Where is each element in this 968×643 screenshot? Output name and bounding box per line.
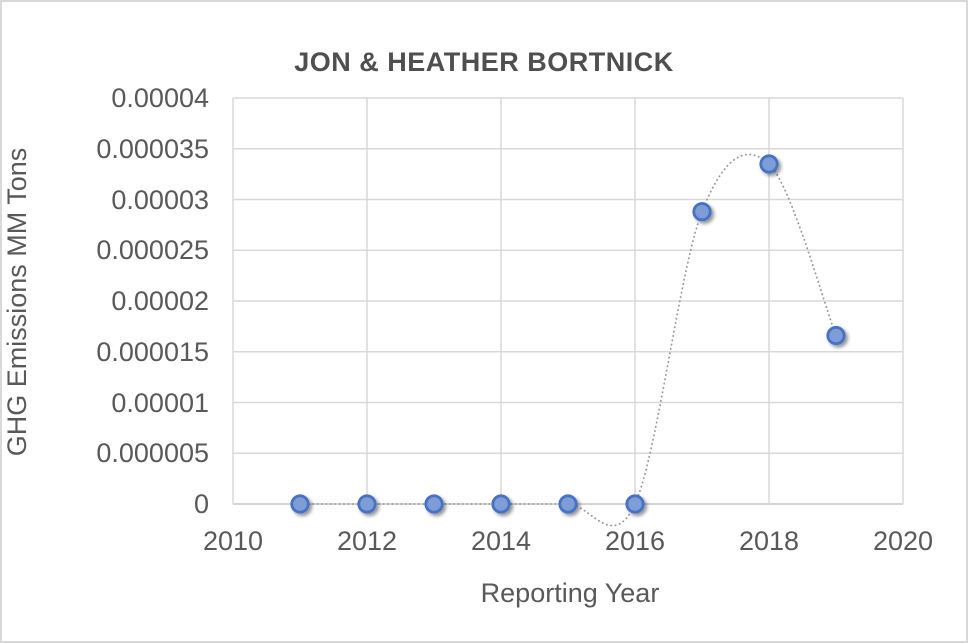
data-points — [290, 154, 846, 514]
x-tick-label: 2016 — [604, 526, 666, 556]
y-axis-title: GHG Emissions MM Tons — [2, 147, 32, 457]
y-tick-label: 0.000005 — [96, 438, 209, 469]
x-tick-label: 2010 — [202, 526, 264, 556]
data-point-2016 — [625, 494, 645, 514]
x-tick-label: 2012 — [336, 526, 398, 556]
y-tick-label: 0.00004 — [111, 83, 209, 113]
y-tick-label: 0.00001 — [111, 387, 209, 418]
x-tick-label: 2014 — [470, 526, 532, 556]
data-point-2014 — [491, 494, 511, 514]
data-point-2018 — [759, 154, 779, 174]
data-point-2015 — [558, 494, 578, 514]
y-tick-label: 0 — [193, 489, 209, 519]
y-tick-label: 0.00002 — [111, 286, 209, 316]
y-tick-label: 0.000025 — [96, 235, 209, 266]
data-point-2013 — [424, 494, 444, 514]
y-tick-label: 0.000035 — [96, 133, 209, 164]
data-point-2019 — [826, 325, 846, 346]
x-axis-title: Reporting Year — [480, 578, 660, 608]
data-point-2012 — [357, 494, 377, 514]
gridlines — [232, 97, 904, 505]
data-point-2017 — [692, 202, 712, 222]
chart-title: JON & HEATHER BORTNICK — [294, 47, 674, 78]
y-tick-label: 0.00003 — [111, 184, 209, 215]
x-tick-label: 2020 — [872, 526, 934, 556]
y-tick-label: 0.000015 — [96, 336, 209, 367]
trend-line — [299, 153, 837, 527]
x-tick-label: 2018 — [738, 526, 800, 556]
data-point-2011 — [290, 494, 310, 514]
trend-line-path — [299, 153, 837, 527]
